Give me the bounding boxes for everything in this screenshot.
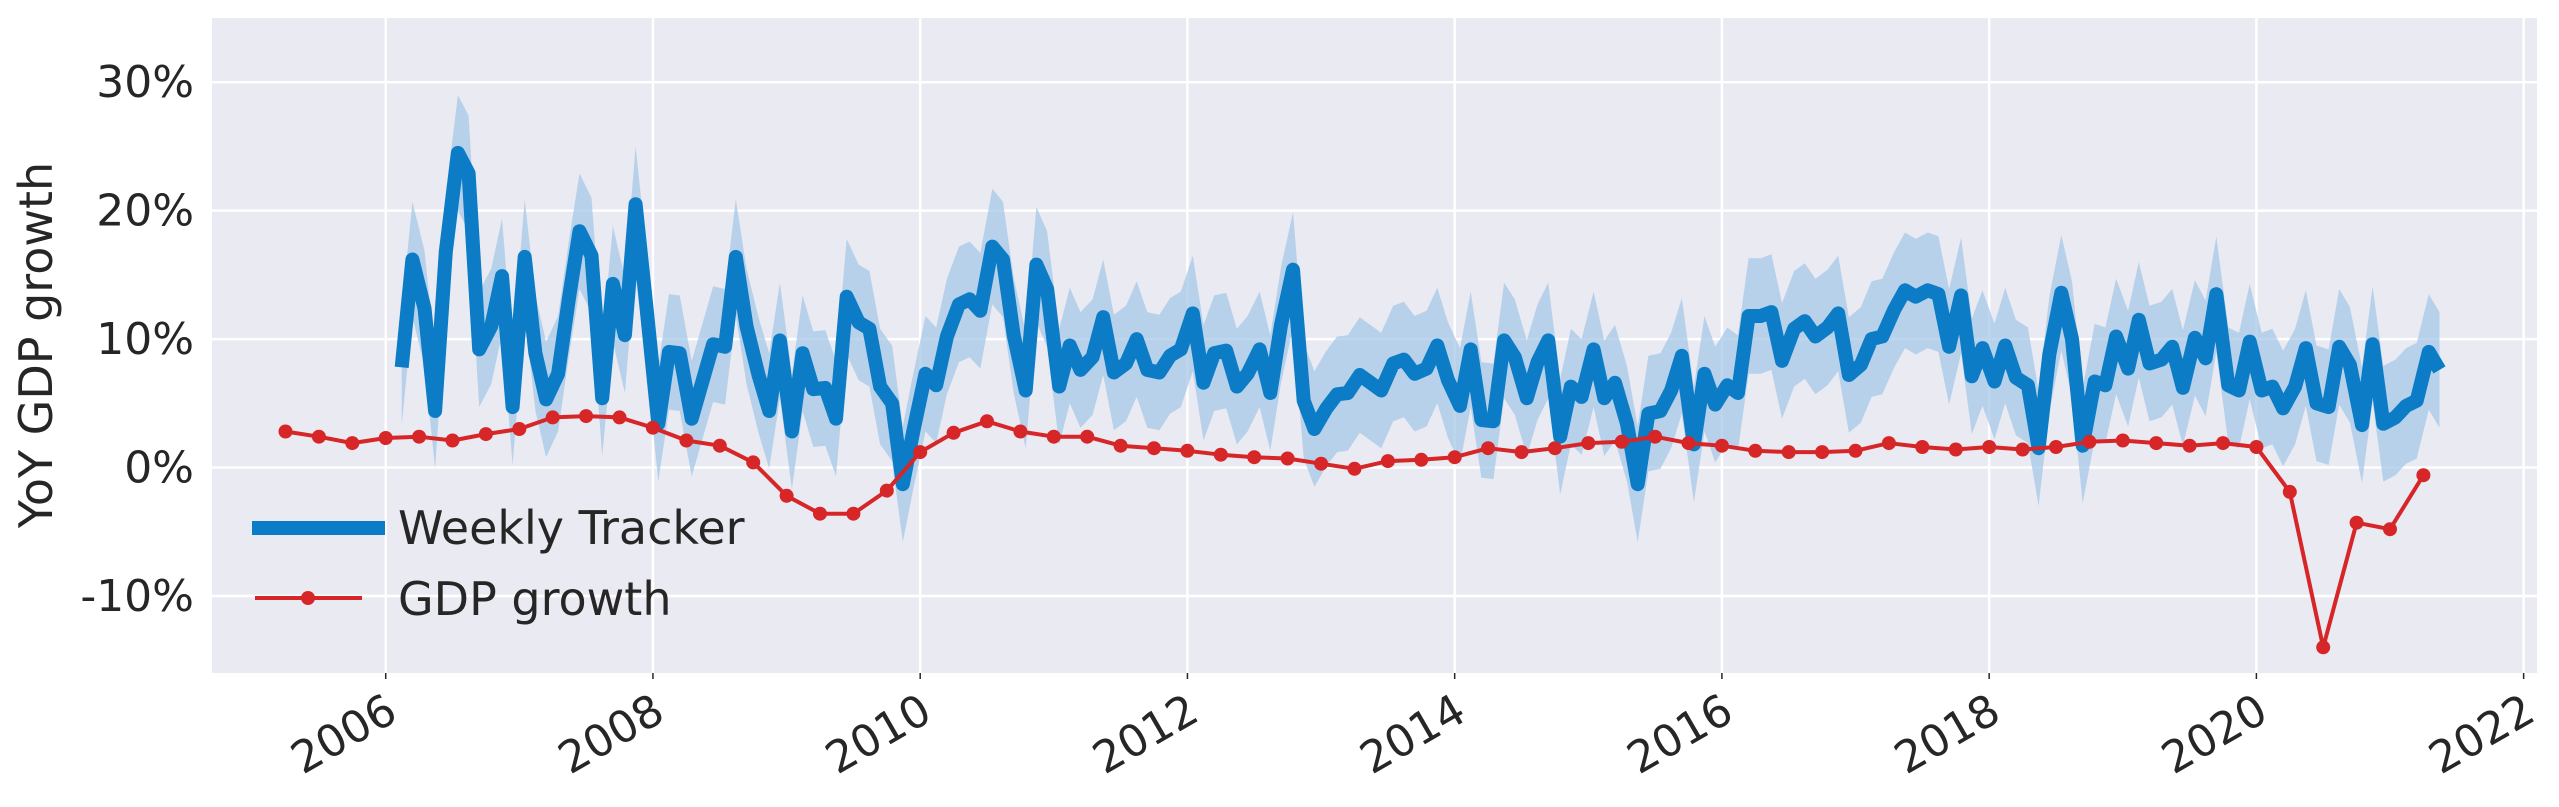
gdp-growth-point [311,429,326,444]
legend-label-gdp-growth: GDP growth [398,572,671,626]
gdp-growth-point [1681,436,1696,451]
x-tick-label: 2016 [1619,684,1741,784]
x-tick-label: 2014 [1352,684,1474,784]
gdp-growth-point [1113,438,1128,453]
gdp-growth-point [512,422,527,436]
gdp-growth-point [1982,440,1997,454]
gdp-growth-point [1447,450,1462,465]
y-tick-label: 20% [96,186,194,237]
gdp-growth-point [1781,445,1796,460]
gdp-growth-point [1881,436,1896,451]
legend: Weekly Tracker GDP growth [252,501,745,626]
gdp-growth-point [679,433,694,448]
x-tick-label: 2020 [2153,684,2275,784]
gdp-growth-point [278,424,293,439]
gdp-growth-point [946,425,961,440]
gdp-growth-point [2049,440,2063,454]
gdp-growth-point [2115,433,2130,448]
legend-label-weekly-tracker: Weekly Tracker [398,501,745,555]
gdp-growth-point [1547,441,1562,456]
gdp-growth-point [2216,436,2230,451]
gdp-growth-point [1848,443,1863,458]
x-tick-label: 2008 [550,684,672,784]
gdp-growth-point [545,410,560,425]
grid [212,18,2537,673]
gdp-growth-point [1380,454,1395,469]
gdp-growth-point [1080,429,1095,444]
series-weekly-tracker [394,145,2446,492]
x-tick-label: 2022 [2421,684,2543,784]
gdp-growth-point [2316,640,2331,655]
gdp-growth-point [1314,456,1329,471]
gdp-growth-point [2383,522,2397,537]
gdp-growth-point [712,438,727,453]
gdp-growth-point [612,410,627,425]
gdp-growth-point [1614,434,1629,449]
gdp-growth-point [1581,436,1596,451]
gdp-growth-point [1414,452,1429,467]
y-tick-label: 0% [124,443,194,494]
gdp-growth-point [779,488,794,503]
gdp-growth-point [813,506,827,521]
gdp-growth-point [1481,441,1496,456]
gdp-growth-point [1013,424,1028,439]
gdp-growth-point [378,431,393,445]
gdp-growth-point [2182,438,2197,453]
gdp-growth-point [1748,443,1763,458]
gdp-growth-point [846,506,861,521]
gdp-growth-point [345,436,360,451]
gdp-growth-point [645,420,660,435]
gdp-growth-point [980,414,994,429]
gdp-growth-point [1147,441,1161,456]
gdp-growth-point [1714,438,1729,453]
x-tick-label: 2018 [1886,684,2008,784]
gdp-growth-point [1046,429,1061,444]
gdp-growth-point [2349,515,2364,530]
gdp-growth-point [478,427,493,442]
gdp-growth-point [1514,445,1529,460]
gdp-growth-point [1213,447,1228,462]
weekly-tracker-line [394,145,2446,492]
gdp-growth-point [2249,440,2264,454]
gdp-growth-point [1180,443,1195,458]
gdp-growth-point [412,429,427,444]
gdp-growth-point [579,409,594,424]
y-tick-label: 30% [96,57,194,108]
gdp-growth-point [2082,434,2097,449]
y-tick-label: -10% [80,571,194,622]
legend-marker-gdp-growth [301,591,315,605]
gdp-growth-point [2282,484,2297,499]
gdp-growth-point [445,433,460,448]
gdp-growth-point [1915,440,1930,454]
gdp-growth-point [1347,461,1362,476]
series-gdp-growth [278,409,2431,655]
gdp-growth-point [746,455,761,470]
gdp-growth-point [879,483,894,498]
gdp-growth-point [1648,429,1663,444]
gdp-growth-point [2416,468,2431,483]
gdp-growth-point [2015,442,2030,457]
y-tick-label: 10% [96,314,194,365]
gdp-growth-point [1815,445,1830,460]
gdp-growth-point [913,445,928,460]
x-tick-label: 2012 [1084,684,1206,784]
gdp-growth-point [2149,436,2164,451]
y-axis-label: YoY GDP growth [9,162,63,529]
gdp-growth-point [1948,442,1963,457]
y-axis-ticks: -10% 0% 10% 20% 30% [80,57,194,622]
x-axis-ticks: 2006 2008 2010 2012 2014 2016 2018 2020 2022 [283,673,2543,785]
x-tick-label: 2010 [817,684,939,784]
gdp-growth-point [1280,451,1295,466]
x-tick-label: 2006 [283,684,405,784]
gdp-growth-point [1247,450,1262,465]
